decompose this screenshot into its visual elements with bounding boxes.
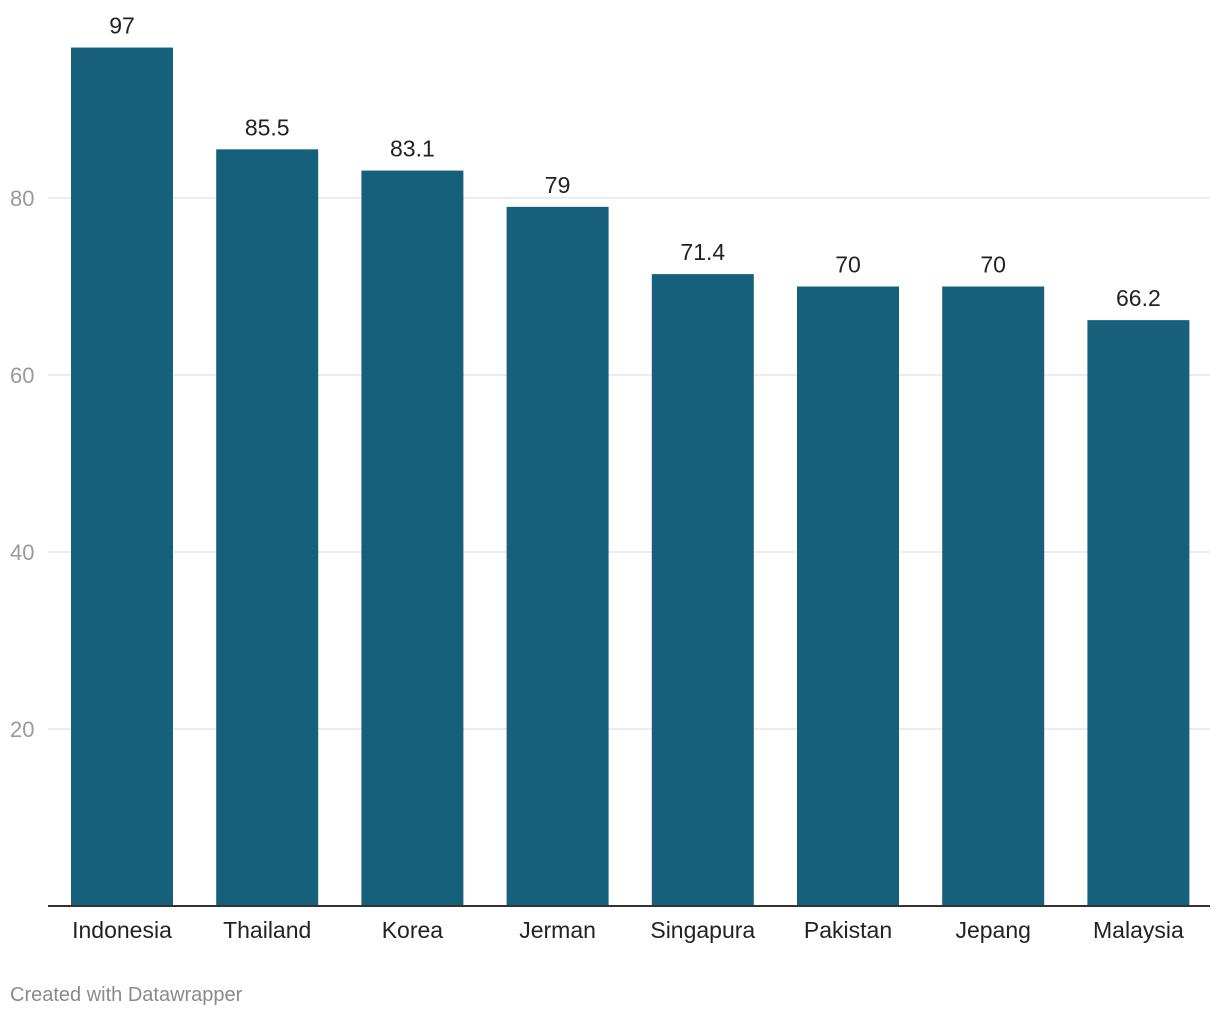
value-label-jepang: 70 xyxy=(980,252,1006,278)
value-label-singapura: 71.4 xyxy=(680,239,725,265)
bar-pakistan xyxy=(797,286,899,906)
bar-indonesia xyxy=(71,47,173,907)
value-label-pakistan: 70 xyxy=(835,252,861,278)
bar-malaysia xyxy=(1087,320,1190,906)
x-tick-label-pakistan: Pakistan xyxy=(804,917,892,943)
y-tick-label: 60 xyxy=(10,363,34,388)
value-label-jerman: 79 xyxy=(545,172,571,198)
chart-canvas: 20 40 60 80 97 85.5 83.1 79 71.4 70 70 66.2 Indone… xyxy=(10,13,1210,943)
bar-thailand xyxy=(216,149,319,906)
value-labels: 97 85.5 83.1 79 71.4 70 70 66.2 xyxy=(109,13,1161,312)
bars xyxy=(71,47,1190,907)
x-tick-label-thailand: Thailand xyxy=(223,917,311,943)
y-tick-label: 20 xyxy=(10,717,34,742)
value-label-malaysia: 66.2 xyxy=(1116,285,1161,311)
bar-jepang xyxy=(942,286,1045,906)
x-axis: Indonesia Thailand Korea Jerman Singapura Pak… xyxy=(48,905,1210,943)
value-label-thailand: 85.5 xyxy=(245,114,290,140)
y-tick-label: 40 xyxy=(10,540,34,565)
x-tick-label-korea: Korea xyxy=(382,917,444,943)
x-tick-label-malaysia: Malaysia xyxy=(1093,917,1184,943)
datawrapper-credit: Created with Datawrapper xyxy=(10,984,243,1006)
bar-korea xyxy=(361,170,464,906)
x-tick-label-jerman: Jerman xyxy=(519,917,596,943)
x-tick-label-indonesia: Indonesia xyxy=(72,917,172,943)
x-tick-label-jepang: Jepang xyxy=(955,917,1030,943)
value-label-indonesia: 97 xyxy=(109,13,135,39)
y-tick-label: 80 xyxy=(10,186,34,211)
x-tick-label-singapura: Singapura xyxy=(650,917,755,943)
bar-singapura xyxy=(651,274,754,906)
value-label-korea: 83.1 xyxy=(390,136,435,162)
bar-jerman xyxy=(506,206,609,907)
